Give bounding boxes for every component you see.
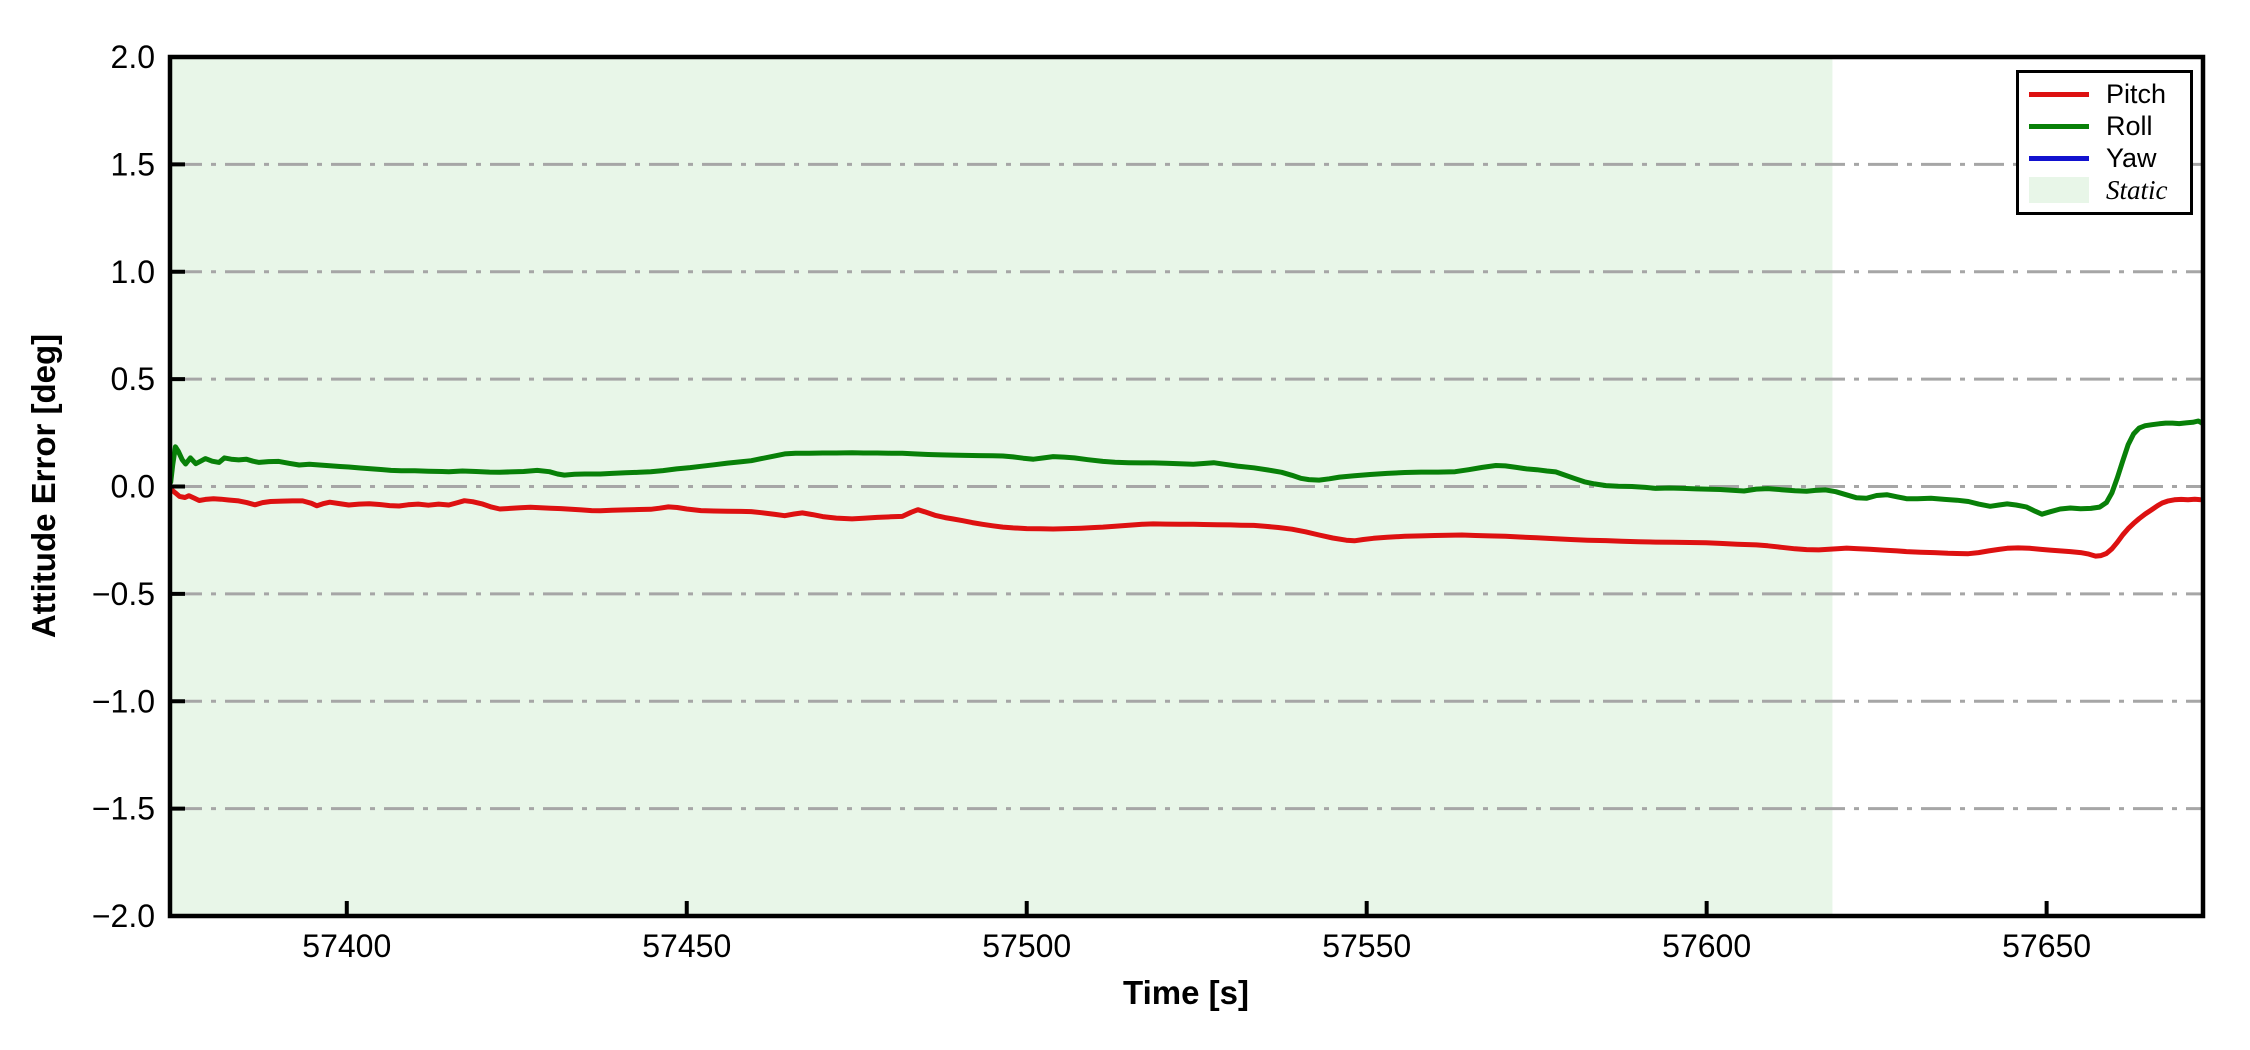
static-region-swatch — [2029, 177, 2089, 204]
legend-item-pitch: Pitch — [2029, 81, 2190, 108]
legend-label-yaw: Yaw — [2106, 142, 2157, 173]
legend-item-static: Static — [2029, 174, 2190, 205]
legend-label-roll: Roll — [2106, 111, 2153, 142]
x-tick-label-57450: 57450 — [642, 928, 731, 964]
legend-item-roll: Roll — [2029, 113, 2190, 140]
x-axis-label: Time [s] — [1123, 974, 1249, 1011]
legend: Pitch Roll Yaw Static — [2016, 70, 2193, 215]
x-tick-label-57650: 57650 — [2002, 928, 2091, 964]
static-region — [170, 57, 1833, 916]
pitch-line-swatch — [2029, 92, 2089, 98]
legend-label-pitch: Pitch — [2106, 79, 2167, 110]
y-tick-label-0: 0.0 — [111, 469, 155, 505]
x-tick-label-57400: 57400 — [302, 928, 391, 964]
x-tick-label-57500: 57500 — [982, 928, 1071, 964]
y-tick-label--2: −2.0 — [92, 898, 155, 934]
y-tick-label-1: 1.0 — [111, 254, 155, 290]
y-axis-label: Attitude Error [deg] — [25, 333, 62, 639]
y-tick-label-1.5: 1.5 — [111, 146, 155, 182]
legend-item-yaw: Yaw — [2029, 142, 2190, 173]
x-tick-label-57600: 57600 — [1662, 928, 1751, 964]
legend-label-static: Static — [2106, 174, 2168, 205]
yaw-line-swatch — [2029, 155, 2089, 161]
y-tick-label-2: 2.0 — [111, 39, 155, 75]
y-tick-label-0.5: 0.5 — [111, 361, 155, 397]
y-tick-label--1.5: −1.5 — [92, 791, 155, 827]
y-tick-label--0.5: −0.5 — [92, 576, 155, 612]
pitch-line — [170, 486, 2203, 559]
y-tick-label--1: −1.0 — [92, 683, 155, 719]
roll-line-swatch — [2029, 124, 2089, 130]
x-tick-label-57550: 57550 — [1322, 928, 1411, 964]
roll-line — [170, 418, 2203, 517]
